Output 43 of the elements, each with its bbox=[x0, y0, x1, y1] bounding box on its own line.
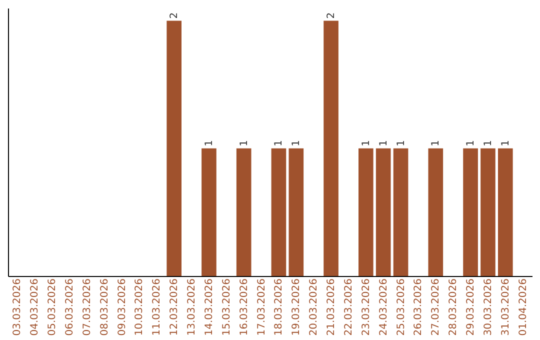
data-label: 1 bbox=[274, 140, 285, 146]
x-tick-label: 03.03.2026 bbox=[12, 278, 24, 336]
data-label: 1 bbox=[378, 140, 390, 146]
x-tick-label: 20.03.2026 bbox=[308, 278, 320, 336]
data-label: 1 bbox=[430, 140, 442, 146]
x-tick-label: 01.04.2026 bbox=[518, 278, 529, 336]
x-tick-label: 14.03.2026 bbox=[204, 278, 215, 336]
x-tick-label: 27.03.2026 bbox=[430, 278, 442, 336]
data-label: 2 bbox=[169, 12, 180, 19]
data-label: 1 bbox=[204, 140, 215, 146]
x-tick-label: 21.03.2026 bbox=[326, 278, 338, 336]
x-tick-label: 22.03.2026 bbox=[343, 278, 354, 336]
data-label: 1 bbox=[500, 140, 512, 146]
x-tick-label: 07.03.2026 bbox=[82, 278, 93, 336]
x-tick-label: 25.03.2026 bbox=[396, 278, 407, 336]
data-label: 1 bbox=[360, 140, 372, 146]
data-label: 1 bbox=[291, 140, 302, 146]
x-tick-label: 09.03.2026 bbox=[116, 278, 128, 336]
x-tick-label: 10.03.2026 bbox=[134, 278, 146, 336]
data-label: 1 bbox=[238, 140, 250, 146]
x-tick-label: 16.03.2026 bbox=[238, 278, 250, 336]
x-tick-label: 31.03.2026 bbox=[500, 278, 512, 336]
x-tick-label: 05.03.2026 bbox=[47, 278, 58, 336]
x-tick-label: 08.03.2026 bbox=[99, 278, 110, 336]
x-tick-label: 15.03.2026 bbox=[221, 278, 232, 336]
data-label: 1 bbox=[396, 140, 407, 146]
x-tick-label: 06.03.2026 bbox=[64, 278, 76, 336]
x-tick-label: 04.03.2026 bbox=[30, 278, 41, 336]
x-tick-label: 13.03.2026 bbox=[186, 278, 198, 336]
x-tick-label: 17.03.2026 bbox=[256, 278, 268, 336]
x-tick-label: 30.03.2026 bbox=[482, 278, 494, 336]
x-tick-label: 19.03.2026 bbox=[291, 278, 302, 336]
data-label: 2 bbox=[326, 12, 338, 19]
x-tick-label: 23.03.2026 bbox=[360, 278, 372, 336]
x-tick-label: 24.03.2026 bbox=[378, 278, 390, 336]
data-label: 1 bbox=[482, 140, 494, 146]
x-tick-label: 11.03.2026 bbox=[152, 278, 163, 336]
x-tick-label: 12.03.2026 bbox=[169, 278, 180, 336]
x-tick-label: 26.03.2026 bbox=[413, 278, 424, 336]
x-tick-label: 18.03.2026 bbox=[274, 278, 285, 336]
x-tick-label: 28.03.2026 bbox=[448, 278, 460, 336]
data-label: 1 bbox=[466, 140, 477, 146]
x-tick-label: 29.03.2026 bbox=[466, 278, 477, 336]
